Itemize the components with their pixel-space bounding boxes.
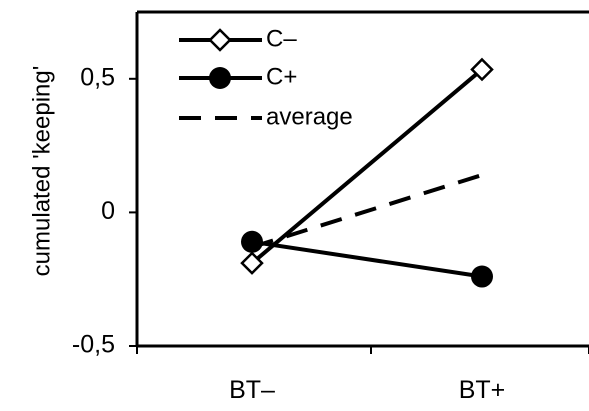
series-line-average xyxy=(251,173,483,250)
data-point-C+ xyxy=(471,265,493,288)
x-category-label: BT– xyxy=(229,376,275,404)
legend-label: C– xyxy=(266,25,297,52)
legend-marker-C– xyxy=(208,28,232,52)
data-point-C+ xyxy=(241,230,263,253)
series-line-C– xyxy=(250,67,484,265)
y-axis-label: cumulated 'keeping' xyxy=(28,66,55,277)
legend: C– C+ average xyxy=(179,25,353,130)
series-line-C+ xyxy=(251,239,483,279)
y-tick-label: -0,5 xyxy=(72,331,115,359)
y-axis-title: cumulated 'keeping' xyxy=(28,66,55,277)
data-point-C– xyxy=(240,251,264,275)
y-tick-label: 0 xyxy=(101,197,115,225)
legend-label: C+ xyxy=(266,63,297,90)
y-tick-label: 0,5 xyxy=(80,63,115,91)
plot-area: 0,5 0 -0,5 BT– BT+ xyxy=(72,10,589,404)
legend-label: average xyxy=(266,103,353,130)
data-point-C– xyxy=(470,57,494,82)
legend-marker-C+ xyxy=(209,67,231,89)
x-category-label: BT+ xyxy=(459,376,506,404)
